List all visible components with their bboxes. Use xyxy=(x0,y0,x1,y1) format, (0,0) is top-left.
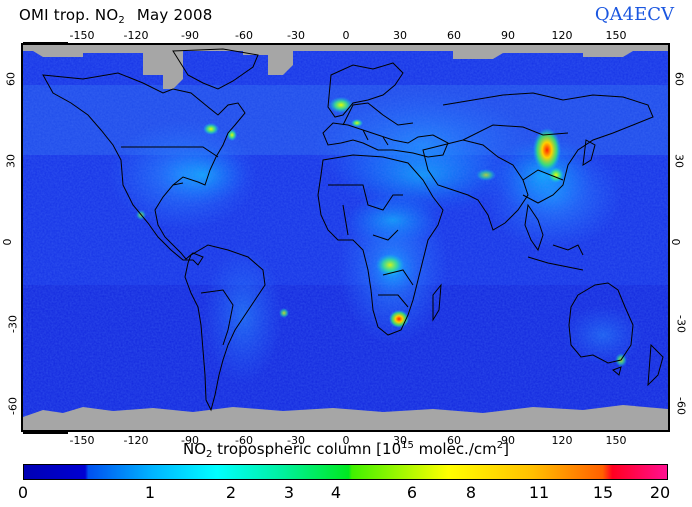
lat-tick-right: 60 xyxy=(672,72,686,86)
colorbar-tick: 1 xyxy=(144,483,156,502)
colorbar-title-exp: 15 xyxy=(401,440,414,451)
lat-tick-right: 30 xyxy=(672,154,686,168)
lon-tick-top: -60 xyxy=(235,29,253,42)
colorbar-tick: 4 xyxy=(330,483,342,502)
brand-label: QA4ECV xyxy=(594,4,674,25)
lon-tick-bottom: 0 xyxy=(342,434,350,447)
lon-tick-top: -150 xyxy=(69,29,95,42)
colorbar xyxy=(23,464,668,480)
lon-tick-top: 150 xyxy=(605,29,627,42)
frame-segment xyxy=(23,42,68,45)
lon-tick-top: 30 xyxy=(393,29,407,42)
lon-tick-top: -90 xyxy=(181,29,199,42)
colorbar-tick: 11 xyxy=(528,483,550,502)
title-prefix: OMI trop. NO xyxy=(19,6,119,24)
lon-tick-bottom: 30 xyxy=(393,434,407,447)
lon-tick-bottom: -90 xyxy=(181,434,199,447)
colorbar-title-sub: 2 xyxy=(206,449,213,460)
lat-tick-left: 30 xyxy=(4,154,18,168)
title-month: May 2008 xyxy=(136,6,213,24)
lat-tick-right: -30 xyxy=(674,315,688,333)
colorbar-title-end: ] xyxy=(503,440,509,458)
colorbar-title-exp2: 2 xyxy=(496,440,504,451)
lon-tick-bottom: 150 xyxy=(605,434,627,447)
lon-tick-top: -30 xyxy=(287,29,305,42)
lat-tick-right: -60 xyxy=(674,397,688,415)
lon-tick-bottom: -120 xyxy=(123,434,149,447)
plot-title: OMI trop. NO2 May 2008 xyxy=(19,6,212,26)
lon-tick-bottom: 90 xyxy=(501,434,515,447)
colorbar-tick: 20 xyxy=(649,483,671,502)
colorbar-title-unit: molec./cm xyxy=(413,440,497,458)
lat-tick-right: 0 xyxy=(669,238,682,246)
colorbar-tick: 3 xyxy=(283,483,295,502)
colorbar-title-prefix: NO xyxy=(183,440,207,458)
lat-tick-left: 60 xyxy=(4,72,18,86)
colorbar-title-mid: tropospheric column [10 xyxy=(212,440,402,458)
no2-map xyxy=(21,43,670,432)
colorbar-title: NO2 tropospheric column [1015 molec./cm2… xyxy=(0,440,692,460)
colorbar-tick: 2 xyxy=(225,483,237,502)
colorbar-tick: 0 xyxy=(17,483,29,502)
lon-tick-top: 90 xyxy=(501,29,515,42)
lon-tick-top: 0 xyxy=(342,29,350,42)
colorbar-tick: 15 xyxy=(592,483,614,502)
lon-tick-bottom: -30 xyxy=(287,434,305,447)
colorbar-tick: 6 xyxy=(406,483,418,502)
lon-tick-bottom: 120 xyxy=(551,434,573,447)
lon-tick-top: 120 xyxy=(551,29,573,42)
lat-tick-left: -60 xyxy=(6,397,20,415)
title-subscript: 2 xyxy=(118,15,125,26)
lon-tick-bottom: 60 xyxy=(447,434,461,447)
lon-tick-bottom: -60 xyxy=(235,434,253,447)
colorbar-tick: 8 xyxy=(465,483,477,502)
lon-tick-top: 60 xyxy=(447,29,461,42)
frame-segment xyxy=(23,431,68,434)
lat-tick-left: 0 xyxy=(1,238,14,246)
lon-tick-top: -120 xyxy=(123,29,149,42)
world-map-graphic xyxy=(23,45,668,430)
lon-tick-bottom: -150 xyxy=(69,434,95,447)
lat-tick-left: -30 xyxy=(6,315,20,333)
